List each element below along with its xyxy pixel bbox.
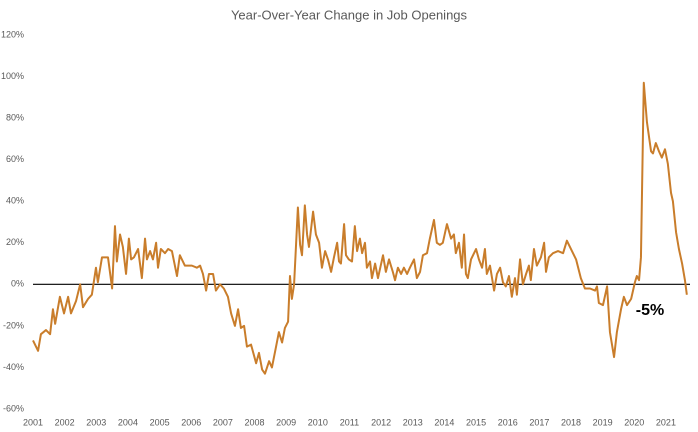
y-tick-label: -60% — [3, 403, 24, 413]
x-tick-label: 2003 — [86, 417, 106, 427]
y-tick-label: -20% — [3, 320, 24, 330]
x-tick-label: 2010 — [308, 417, 328, 427]
x-tick-label: 2021 — [656, 417, 676, 427]
x-tick-label: 2001 — [23, 417, 43, 427]
x-tick-label: 2002 — [55, 417, 75, 427]
x-tick-label: 2015 — [466, 417, 486, 427]
y-tick-label: -40% — [3, 362, 24, 372]
x-tick-label: 2012 — [371, 417, 391, 427]
data-line — [32, 81, 688, 375]
chart-title: Year-Over-Year Change in Job Openings — [231, 7, 468, 22]
x-tick-label: 2005 — [150, 417, 170, 427]
y-tick-label: 60% — [6, 154, 24, 164]
y-tick-label: 100% — [1, 71, 24, 81]
x-tick-label: 2013 — [403, 417, 423, 427]
y-tick-label: 20% — [6, 237, 24, 247]
x-tick-label: 2019 — [593, 417, 613, 427]
x-tick-label: 2018 — [561, 417, 581, 427]
x-tick-label: 2014 — [434, 417, 454, 427]
x-tick-label: 2006 — [181, 417, 201, 427]
y-tick-label: 80% — [6, 112, 24, 122]
x-tick-label: 2011 — [340, 417, 359, 427]
y-tick-label: 0% — [11, 279, 24, 289]
y-tick-label: 40% — [6, 196, 24, 206]
annotation: -5% — [636, 302, 664, 319]
x-tick-label: 2004 — [118, 417, 138, 427]
x-tick-label: 2007 — [213, 417, 233, 427]
y-tick-label: 120% — [1, 29, 24, 39]
x-tick-label: 2017 — [529, 417, 549, 427]
x-tick-label: 2020 — [624, 417, 644, 427]
x-tick-label: 2016 — [498, 417, 518, 427]
x-tick-label: 2009 — [276, 417, 296, 427]
x-tick-label: 2008 — [245, 417, 265, 427]
